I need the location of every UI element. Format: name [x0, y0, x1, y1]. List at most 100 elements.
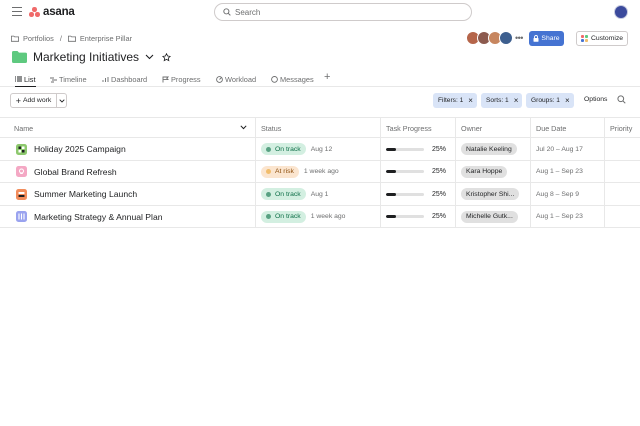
breadcrumb-label: Portfolios	[23, 34, 54, 43]
status-badge[interactable]: At risk	[261, 165, 299, 178]
status-cell[interactable]: On track Aug 12	[255, 138, 380, 160]
tab-timeline[interactable]: Timeline	[50, 72, 87, 87]
status-badge[interactable]: On track	[261, 188, 306, 200]
project-name-cell[interactable]: Summer Marketing Launch	[0, 183, 255, 205]
due-date-cell[interactable]: Jul 20 – Aug 17	[530, 138, 604, 160]
tab-messages[interactable]: Messages	[271, 72, 314, 87]
status-dot-icon	[266, 214, 271, 219]
project-header: Marketing Initiatives	[12, 50, 172, 64]
column-header-priority[interactable]: Priority	[604, 118, 640, 138]
search-icon[interactable]	[617, 95, 626, 104]
progress-percent: 25%	[432, 145, 447, 153]
owner-cell[interactable]: Michelle Gutk...	[455, 205, 530, 228]
add-work-label: Add work	[22, 97, 52, 104]
column-label: Task Progress	[386, 123, 432, 133]
column-header-status[interactable]: Status	[255, 118, 380, 138]
breadcrumb-label: Enterprise Pillar	[79, 34, 133, 43]
timeline-icon	[50, 77, 57, 82]
status-badge[interactable]: On track	[261, 143, 306, 155]
column-label: Owner	[461, 123, 483, 133]
chevron-down-icon[interactable]	[240, 125, 247, 130]
project-icon	[16, 143, 27, 155]
user-avatar[interactable]	[614, 5, 628, 19]
star-icon[interactable]	[162, 52, 172, 62]
share-button[interactable]: Share	[529, 31, 564, 46]
add-work-button-group: + Add work	[10, 93, 67, 108]
owner-cell[interactable]: Kristopher Shi...	[455, 183, 530, 205]
status-badge[interactable]: On track	[261, 210, 306, 223]
column-header-name[interactable]: Name	[0, 118, 255, 138]
breadcrumb-enterprise-pillar[interactable]: Enterprise Pillar	[67, 34, 133, 43]
progress-bar-fill	[386, 170, 396, 173]
tab-label: Workload	[225, 75, 257, 84]
search-input[interactable]: Search	[214, 3, 472, 21]
member-avatar	[499, 31, 513, 45]
add-work-dropdown[interactable]	[57, 94, 66, 107]
table-row[interactable]: Marketing Strategy & Annual Plan On track…	[0, 205, 640, 228]
due-date-cell[interactable]: Aug 1 – Sep 23	[530, 160, 604, 183]
owner-badge[interactable]: Kara Hoppe	[461, 165, 508, 178]
customize-button[interactable]: Customize	[576, 31, 628, 46]
progress-icon	[162, 76, 169, 83]
filters-chip[interactable]: Filters: 1 ×	[433, 93, 477, 108]
column-header-due-date[interactable]: Due Date	[530, 118, 604, 138]
asana-logo[interactable]: asana	[29, 6, 75, 18]
table-row[interactable]: Holiday 2025 Campaign On track Aug 12 25% Na…	[0, 138, 640, 161]
status-cell[interactable]: On track Aug 1	[255, 183, 380, 205]
clear-filters-icon[interactable]: ×	[468, 96, 473, 105]
due-date-cell[interactable]: Aug 1 – Sep 23	[530, 205, 604, 228]
groups-chip[interactable]: Groups: 1 ×	[526, 93, 574, 108]
add-tab-icon[interactable]: +	[324, 71, 331, 83]
tab-list[interactable]: List	[15, 72, 36, 87]
clear-sorts-icon[interactable]: ×	[513, 96, 519, 105]
priority-cell[interactable]	[604, 205, 640, 228]
owner-badge[interactable]: Michelle Gutk...	[461, 210, 518, 223]
options-button[interactable]: Options	[584, 96, 608, 103]
column-header-owner[interactable]: Owner	[455, 118, 530, 138]
due-date: Aug 1 – Sep 23	[536, 168, 583, 175]
due-date: Jul 20 – Aug 17	[536, 145, 583, 153]
project-name-cell[interactable]: Marketing Strategy & Annual Plan	[0, 206, 255, 228]
project-members[interactable]: •••	[466, 31, 523, 45]
owner-badge[interactable]: Natalie Keeling	[461, 143, 517, 155]
breadcrumb-portfolios[interactable]: Portfolios	[11, 34, 54, 43]
status-updated: 1 week ago	[303, 168, 339, 175]
status-cell[interactable]: At risk 1 week ago	[255, 160, 380, 183]
owner-badge[interactable]: Kristopher Shi...	[461, 188, 520, 200]
tab-workload[interactable]: Workload	[216, 72, 256, 87]
toolbar: + Add work Filters: 1 × Sorts: 1 × Groups: …	[0, 92, 640, 110]
tab-progress[interactable]: Progress	[162, 72, 201, 87]
tab-label: Timeline	[59, 75, 87, 84]
progress-percent: 25%	[432, 213, 447, 220]
project-name: Marketing Strategy & Annual Plan	[34, 211, 163, 222]
status-cell[interactable]: On track 1 week ago	[255, 205, 380, 228]
clear-groups-icon[interactable]: ×	[564, 96, 570, 105]
priority-cell[interactable]	[604, 138, 640, 160]
owner-cell[interactable]: Kara Hoppe	[455, 160, 530, 183]
table-row[interactable]: Global Brand Refresh At risk 1 week ago 25%…	[0, 160, 640, 183]
table-row[interactable]: Summer Marketing Launch On track Aug 1 25% K…	[0, 183, 640, 206]
add-work-button[interactable]: + Add work	[11, 94, 57, 107]
progress-cell: 25%	[380, 205, 455, 228]
status-label: At risk	[275, 168, 294, 175]
owner-cell[interactable]: Natalie Keeling	[455, 138, 530, 160]
list-icon	[15, 76, 22, 82]
folder-icon	[67, 35, 76, 42]
hamburger-menu-icon[interactable]	[12, 7, 22, 16]
more-members-icon[interactable]: •••	[515, 33, 523, 43]
chevron-down-icon[interactable]	[145, 54, 154, 60]
sorts-chip[interactable]: Sorts: 1 ×	[481, 93, 523, 108]
due-date-cell[interactable]: Aug 8 – Sep 9	[530, 183, 604, 205]
project-name-cell[interactable]: Global Brand Refresh	[0, 161, 255, 183]
column-header-task-progress[interactable]: Task Progress	[380, 118, 455, 138]
priority-cell[interactable]	[604, 183, 640, 205]
project-name-cell[interactable]: Holiday 2025 Campaign	[0, 138, 255, 160]
progress-bar-fill	[386, 215, 396, 218]
progress-percent: 25%	[432, 190, 447, 198]
tab-dashboard[interactable]: Dashboard	[102, 72, 147, 87]
top-bar: asana Search	[0, 0, 640, 25]
owner-name: Kristopher Shi...	[466, 190, 515, 198]
priority-cell[interactable]	[604, 160, 640, 183]
column-label: Priority	[610, 123, 633, 133]
status-label: On track	[275, 190, 301, 198]
